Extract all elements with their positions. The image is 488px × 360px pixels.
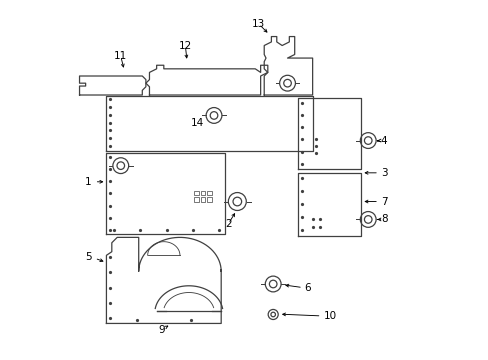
Text: 3: 3 bbox=[380, 168, 386, 178]
Text: 6: 6 bbox=[304, 283, 311, 293]
Text: 8: 8 bbox=[380, 215, 386, 224]
Text: 2: 2 bbox=[224, 219, 231, 229]
Text: 1: 1 bbox=[85, 177, 92, 187]
Text: 14: 14 bbox=[191, 118, 204, 128]
Text: 13: 13 bbox=[252, 19, 265, 29]
Text: 10: 10 bbox=[323, 311, 336, 321]
Text: 5: 5 bbox=[85, 252, 92, 262]
Text: 9: 9 bbox=[159, 325, 165, 335]
Text: 4: 4 bbox=[380, 136, 386, 145]
Text: 12: 12 bbox=[178, 41, 192, 50]
Text: 7: 7 bbox=[380, 197, 386, 207]
Text: 11: 11 bbox=[114, 51, 127, 61]
